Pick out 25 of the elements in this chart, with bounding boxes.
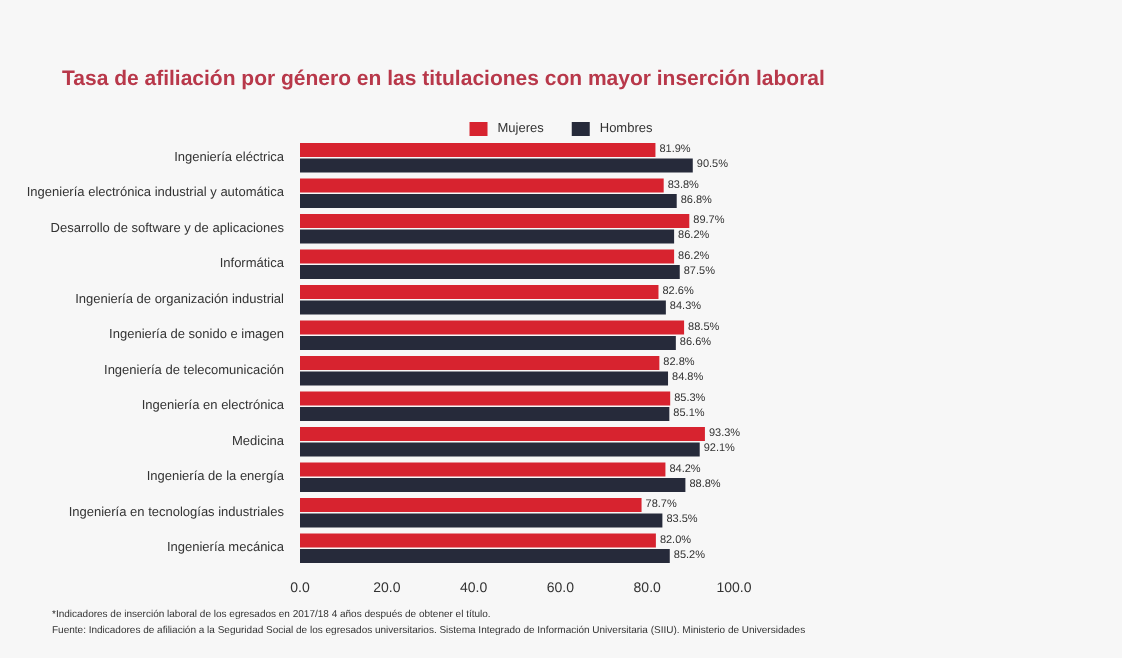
- bar: [300, 498, 642, 513]
- bar: [300, 335, 676, 350]
- bar: [300, 285, 659, 300]
- bar: [300, 178, 664, 193]
- bar: [300, 143, 656, 158]
- chart-title: Tasa de afiliación por género en las titulaciones con mayor inserción laboral: [62, 67, 825, 91]
- bar: [300, 477, 686, 492]
- bar: [300, 442, 700, 457]
- bar: [300, 371, 669, 386]
- bar: [300, 193, 677, 208]
- bar: [300, 462, 666, 477]
- bar: [300, 356, 660, 371]
- bar: [300, 391, 671, 406]
- bar: [300, 406, 670, 421]
- bar: [300, 513, 663, 528]
- bar: [300, 533, 656, 548]
- bar: [300, 214, 690, 229]
- bar: [300, 320, 685, 335]
- bar: [300, 158, 693, 173]
- bar: [300, 264, 680, 279]
- bar: [300, 229, 675, 244]
- bar: [300, 548, 670, 563]
- bar: [300, 300, 666, 315]
- bar: [300, 249, 675, 264]
- bar: [300, 427, 705, 442]
